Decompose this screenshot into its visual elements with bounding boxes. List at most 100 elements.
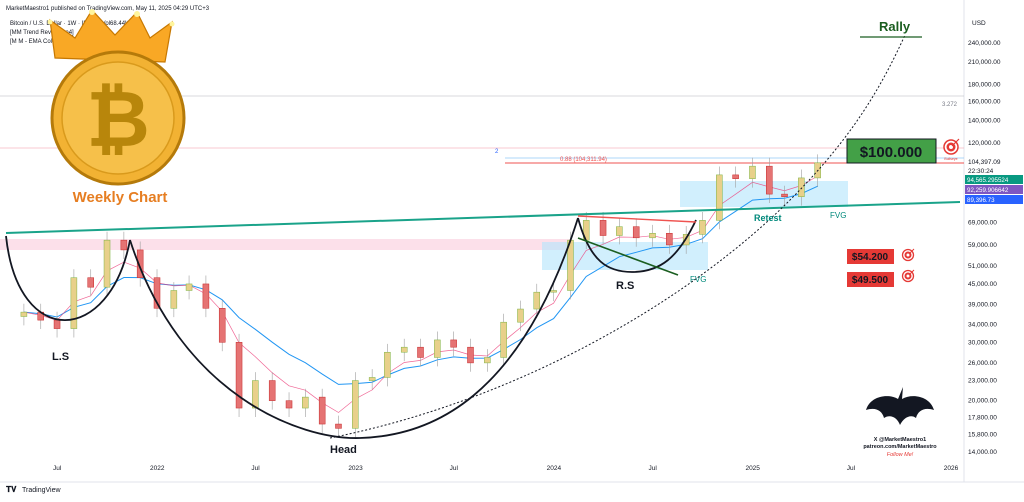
candle-body	[318, 396, 326, 425]
time-tick-label: 2022	[150, 465, 165, 472]
ema-fast-badge-text: 94,565.295524	[967, 177, 1009, 184]
target-54k-box	[847, 249, 894, 264]
candle-body	[749, 165, 756, 179]
candle-body	[285, 400, 293, 409]
candles	[20, 154, 821, 438]
candle-body	[533, 291, 541, 310]
fvg-upper-label: FVG	[830, 211, 846, 220]
candle-body	[352, 380, 359, 429]
tradingview-label[interactable]: TradingView	[22, 487, 61, 494]
svg-text:X @MarketMaestro1: X @MarketMaestro1	[874, 437, 926, 443]
candle-body	[666, 232, 673, 246]
candle-body	[434, 339, 441, 358]
price-tick-label: 45,000.00	[968, 281, 997, 288]
head-label: Head	[330, 444, 357, 456]
weekly-chart-label: Weekly Chart	[73, 189, 168, 206]
candle-body	[53, 319, 61, 329]
candle-body	[732, 174, 739, 179]
ema-mid-badge	[965, 185, 1023, 194]
candle-body	[120, 239, 128, 251]
time-tick-label: 2024	[547, 465, 562, 472]
candle-body	[467, 346, 474, 364]
head-arc	[129, 217, 579, 439]
bat-watermark: X @MarketMaestro1 patreon.com/MarketMaes…	[863, 387, 937, 458]
ema-slow-badge	[965, 195, 1023, 204]
ema-fast-badge	[965, 175, 1023, 184]
last-price-badge: 104,397.09 22:30:24	[965, 157, 1023, 175]
price-tick-label: 15,800.00	[968, 432, 997, 439]
bitcoin-symbol-icon: ₿	[86, 75, 150, 163]
currency-label: USD	[972, 20, 986, 27]
left-shoulder-label: L.S	[52, 351, 69, 363]
candle-body	[335, 423, 342, 429]
rally-label: Rally	[879, 19, 911, 34]
svg-text:22:30:24: 22:30:24	[968, 168, 994, 175]
price-tick-label: 30,000.00	[968, 339, 997, 346]
rs-upper-trendline	[577, 215, 697, 223]
candle-body	[87, 277, 94, 288]
bat-icon	[866, 387, 934, 425]
price-tick-label: 17,800.00	[968, 414, 997, 421]
candle-body	[20, 311, 28, 317]
fib-2-label: 2	[495, 149, 499, 155]
bullseye-caption: Bullseye	[944, 157, 957, 161]
bullseye-icon	[901, 269, 915, 283]
time-tick-label: Jul	[251, 465, 260, 472]
neckline	[5, 201, 961, 234]
price-tick-label: 69,000.00	[968, 219, 997, 226]
candle-body	[70, 277, 78, 329]
time-tick-label: Jul	[648, 465, 657, 472]
right-shoulder-arc	[577, 217, 697, 273]
candle-body	[550, 290, 557, 293]
price-tick-label: 240,000.00	[968, 40, 1001, 47]
price-tick-label: 20,000.00	[968, 398, 997, 405]
target-49k-box	[847, 272, 894, 287]
candle-body	[185, 283, 193, 291]
candle-body	[153, 277, 161, 309]
price-tick-label: 120,000.00	[968, 140, 1001, 147]
candle-body	[599, 220, 607, 236]
candle-body	[766, 165, 773, 195]
candle-body	[450, 339, 457, 348]
fib-088-label: 0.88 (104,311.94)	[560, 157, 607, 163]
candle-body	[716, 174, 723, 221]
price-tick-label: 180,000.00	[968, 81, 1001, 88]
candle-body	[202, 283, 210, 309]
price-tick-label: 140,000.00	[968, 118, 1001, 125]
bitcoin-crown-logo: ₿	[47, 9, 186, 186]
candle-body	[798, 177, 805, 197]
indicator-1: [MM Trend Revolution4]	[10, 30, 74, 36]
rs-lower-trendline	[577, 237, 679, 276]
candle-body	[699, 220, 706, 235]
target-100k-box	[846, 138, 937, 164]
candle-body	[400, 346, 408, 353]
candle-body	[616, 226, 623, 236]
time-tick-label: Jul	[847, 465, 856, 472]
price-tick-label: 39,000.00	[968, 302, 997, 309]
price-tick-labels: 240,000.00 210,000.00 180,000.00 160,000.00…	[968, 40, 1001, 456]
price-tick-label: 14,000.00	[968, 449, 997, 456]
target-54k-label: $54.200	[852, 252, 889, 263]
candle-body	[235, 342, 243, 409]
candle-body	[218, 308, 226, 343]
svg-text:Follow Me!: Follow Me!	[887, 452, 914, 458]
candle-body	[252, 380, 259, 409]
price-tick-label: 23,000.00	[968, 378, 997, 385]
fvg-lower-label: FVG	[690, 275, 706, 284]
bullseye-icon	[901, 248, 915, 262]
price-tick-label: 210,000.00	[968, 59, 1001, 66]
price-axis-panel[interactable]	[964, 0, 1024, 482]
crown-icon	[49, 9, 173, 63]
target-49k-label: $49.500	[852, 275, 889, 286]
publisher-line: MarketMaestro1 published on TradingView.…	[6, 6, 210, 12]
candle-body	[170, 290, 178, 309]
candle-body	[649, 232, 656, 239]
fvg-upper-zone	[680, 181, 848, 207]
candle-body	[500, 321, 507, 358]
tradingview-logo-icon: 𝐓𝐕	[6, 485, 17, 494]
target-100k-label: $100.000	[860, 144, 923, 161]
time-tick-label: 2026	[944, 465, 959, 472]
candle-body	[384, 351, 391, 378]
